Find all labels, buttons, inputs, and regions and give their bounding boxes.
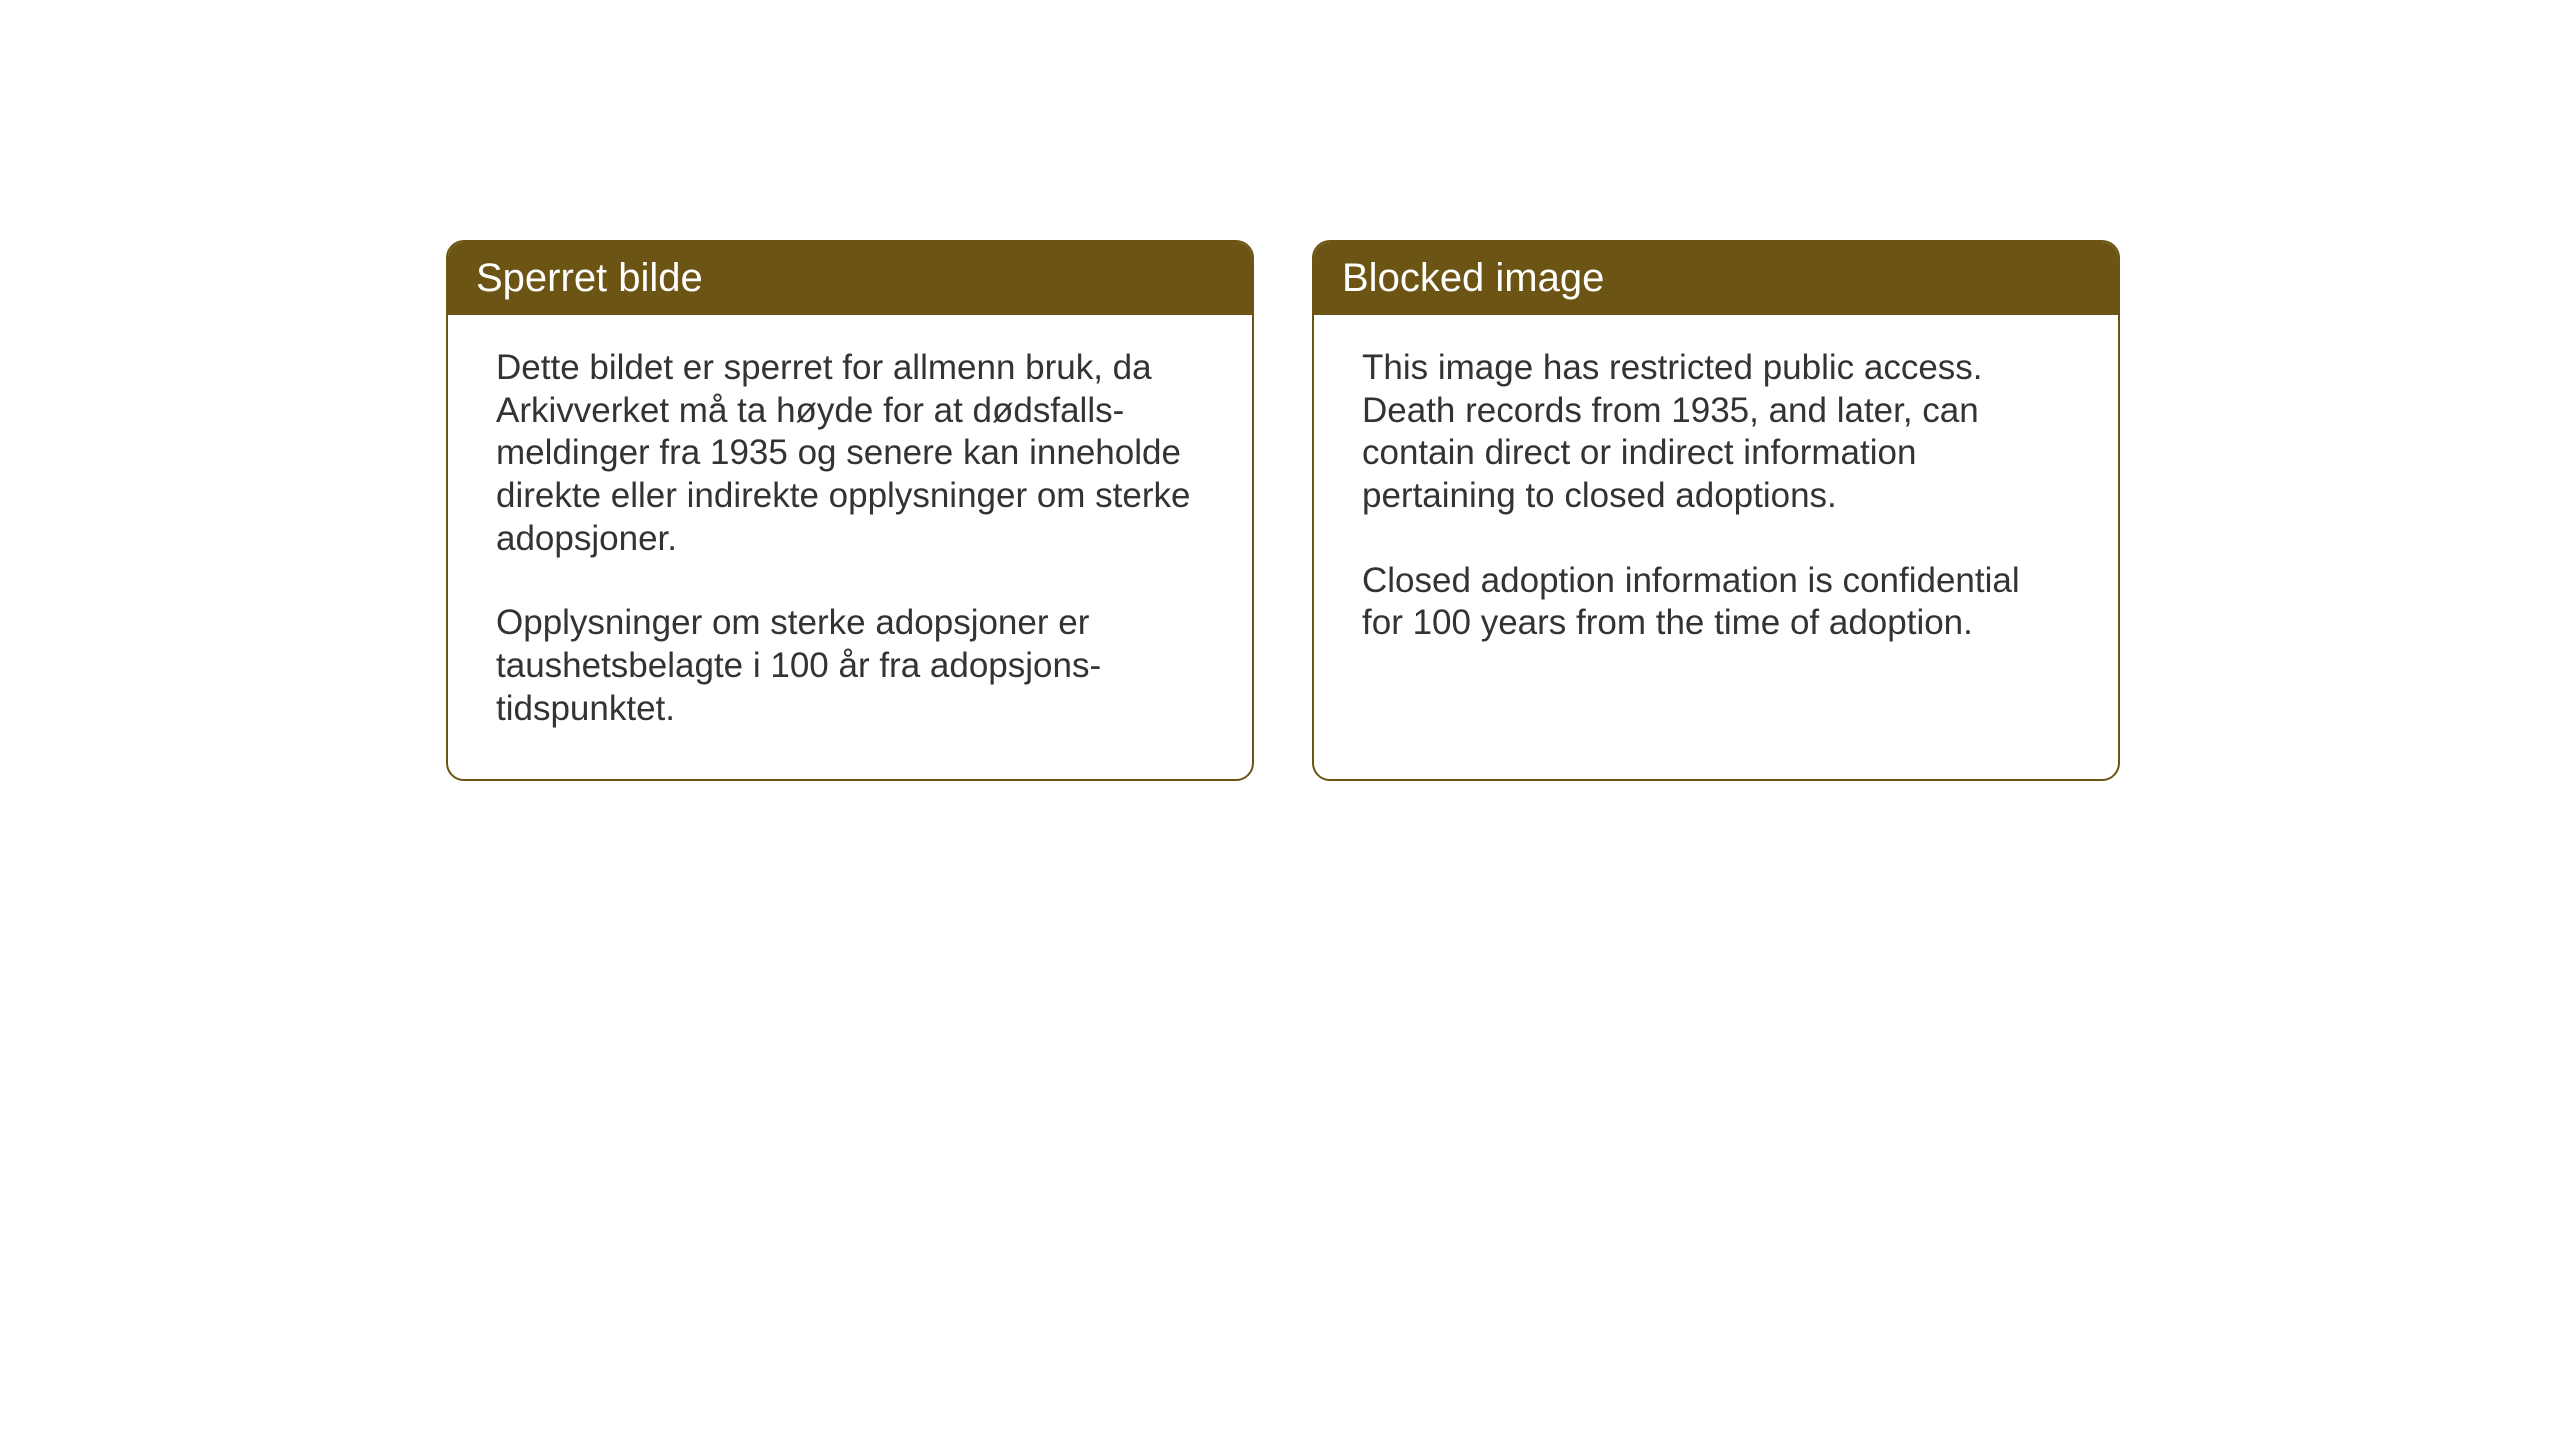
norwegian-card-title: Sperret bilde [476, 256, 703, 300]
norwegian-card-body: Dette bildet er sperret for allmenn bruk… [448, 315, 1252, 779]
norwegian-paragraph-1: Dette bildet er sperret for allmenn bruk… [496, 347, 1204, 560]
norwegian-paragraph-2: Opplysninger om sterke adopsjoner er tau… [496, 602, 1204, 730]
english-paragraph-1: This image has restricted public access.… [1362, 347, 2070, 518]
english-card-title: Blocked image [1342, 256, 1604, 300]
norwegian-card: Sperret bilde Dette bildet er sperret fo… [446, 240, 1254, 781]
norwegian-card-header: Sperret bilde [448, 242, 1252, 315]
english-card: Blocked image This image has restricted … [1312, 240, 2120, 781]
english-card-body: This image has restricted public access.… [1314, 315, 2118, 693]
english-card-header: Blocked image [1314, 242, 2118, 315]
cards-container: Sperret bilde Dette bildet er sperret fo… [446, 240, 2120, 781]
english-paragraph-2: Closed adoption information is confident… [1362, 560, 2070, 645]
